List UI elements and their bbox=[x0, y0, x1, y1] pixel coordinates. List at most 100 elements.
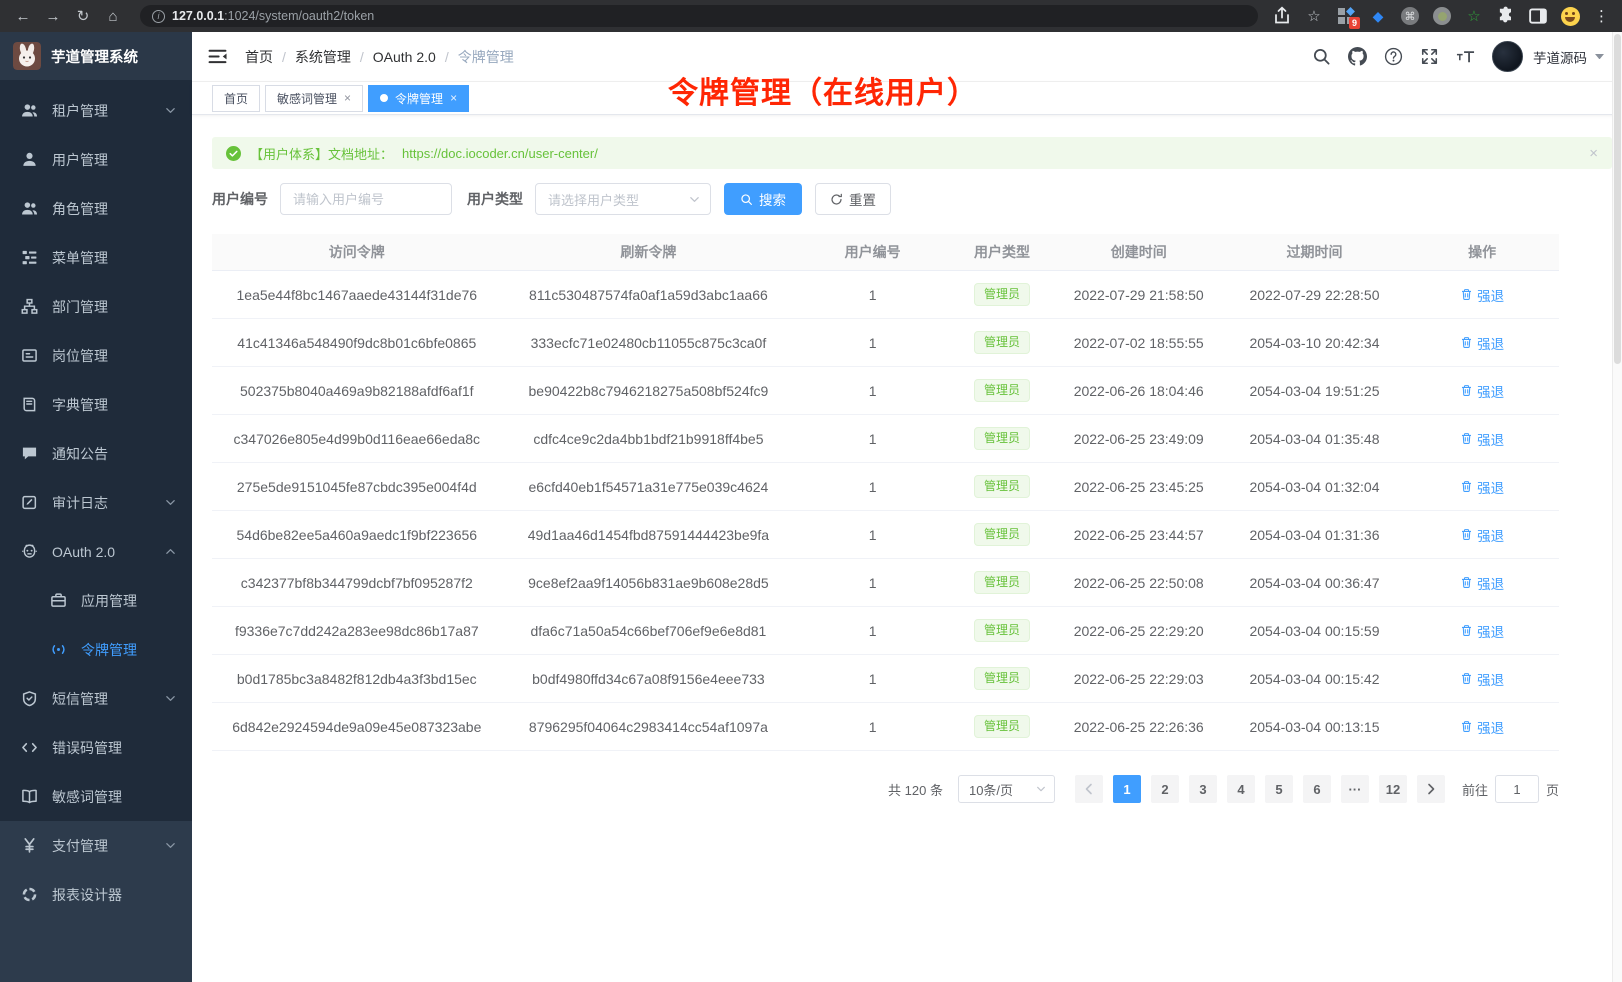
pagination-page-5[interactable]: 5 bbox=[1264, 775, 1293, 803]
next-page-button[interactable] bbox=[1416, 775, 1445, 803]
record-extension-icon[interactable] bbox=[1432, 6, 1452, 26]
sidebar-item-user[interactable]: 用户管理 bbox=[0, 135, 192, 184]
puzzle-extensions-icon[interactable] bbox=[1496, 6, 1516, 26]
search-icon[interactable] bbox=[1312, 47, 1331, 66]
scrollbar[interactable] bbox=[1612, 32, 1622, 982]
side-panel-icon[interactable] bbox=[1528, 6, 1548, 26]
breadcrumb-item[interactable]: 首页 bbox=[245, 48, 273, 65]
access-token-cell: c347026e805e4d99b0d116eae66eda8c bbox=[233, 430, 481, 447]
url-bar[interactable]: i 127.0.0.1:1024/system/oauth2/token bbox=[140, 5, 1258, 27]
scrollbar-thumb[interactable] bbox=[1614, 34, 1621, 364]
tab-token[interactable]: 令牌管理 × bbox=[368, 84, 470, 112]
access-token-cell: 41c41346a548490f9dc8b01c6bfe0865 bbox=[237, 334, 477, 351]
tab-home[interactable]: 首页 bbox=[212, 84, 261, 112]
force-logout-button[interactable]: 强退 bbox=[1460, 477, 1504, 497]
fullscreen-icon[interactable] bbox=[1420, 47, 1439, 66]
forward-icon[interactable]: → bbox=[45, 7, 61, 25]
pagination-page-3[interactable]: 3 bbox=[1188, 775, 1217, 803]
force-logout-button[interactable]: 强退 bbox=[1460, 669, 1504, 689]
force-logout-button[interactable]: 强退 bbox=[1460, 573, 1504, 593]
user-id-cell: 1 bbox=[868, 430, 877, 447]
navbar-actions: 芋道源码 bbox=[1312, 41, 1604, 72]
doc-link[interactable]: https://doc.iocoder.cn/user-center/ bbox=[402, 145, 598, 161]
sidebar-item-app[interactable]: 应用管理 bbox=[0, 576, 192, 625]
sidebar-item-dept[interactable]: 部门管理 bbox=[0, 282, 192, 331]
alert-close-icon[interactable]: × bbox=[1589, 144, 1598, 162]
page-jump: 前往 页 bbox=[1462, 775, 1559, 803]
sidebar-item-audit[interactable]: 审计日志 bbox=[0, 478, 192, 527]
sidebar-item-pay[interactable]: 支付管理 bbox=[0, 821, 192, 870]
logo-bar[interactable]: 芋道管理系统 bbox=[0, 32, 192, 80]
sidebar-collapse-icon[interactable] bbox=[207, 46, 228, 67]
user-type-cell: 管理员 bbox=[950, 522, 1054, 547]
pagination-page-1[interactable]: 1 bbox=[1112, 775, 1141, 803]
profile-avatar-icon[interactable] bbox=[1560, 6, 1580, 26]
gem-extension-icon[interactable]: ◆ bbox=[1372, 7, 1384, 24]
search-button[interactable]: 搜索 bbox=[724, 183, 802, 215]
sidebar-item-post[interactable]: 岗位管理 bbox=[0, 331, 192, 380]
user-id-input[interactable] bbox=[280, 183, 452, 215]
extension-grid-icon[interactable]: 9 bbox=[1336, 6, 1360, 29]
expire-time-cell: 2054-03-10 20:42:34 bbox=[1249, 334, 1380, 351]
force-logout-button[interactable]: 强退 bbox=[1460, 381, 1504, 401]
sidebar-item-menu[interactable]: 菜单管理 bbox=[0, 233, 192, 282]
sidebar-item-report[interactable]: 报表设计器 bbox=[0, 870, 192, 919]
bookmark-star-icon[interactable]: ☆ bbox=[1307, 8, 1321, 25]
tab-close-icon[interactable]: × bbox=[344, 91, 352, 105]
pagination-page-12[interactable]: 12 bbox=[1378, 775, 1407, 803]
user-id-cell: 1 bbox=[868, 574, 877, 591]
jump-page-input[interactable] bbox=[1494, 775, 1539, 803]
force-logout-label: 强退 bbox=[1477, 288, 1505, 304]
reload-icon[interactable]: ↻ bbox=[76, 8, 90, 25]
sidebar-item-tenant[interactable]: 租户管理 bbox=[0, 86, 192, 135]
share-icon[interactable] bbox=[1272, 6, 1292, 26]
people-icon bbox=[21, 200, 38, 217]
force-logout-button[interactable]: 强退 bbox=[1460, 429, 1504, 449]
caret-down-icon[interactable] bbox=[1595, 53, 1604, 60]
sidebar-item-sensitive[interactable]: 敏感词管理 bbox=[0, 772, 192, 821]
user-type-select[interactable]: 请选择用户类型 bbox=[535, 183, 711, 215]
reset-button[interactable]: 重置 bbox=[815, 183, 891, 215]
pagination-page-4[interactable]: 4 bbox=[1226, 775, 1255, 803]
sidebar-item-errcode[interactable]: 错误码管理 bbox=[0, 723, 192, 772]
sidebar-item-oauth[interactable]: OAuth 2.0 bbox=[0, 527, 192, 576]
star-extension-icon[interactable]: ☆ bbox=[1467, 8, 1481, 25]
tab-sensitive[interactable]: 敏感词管理 × bbox=[265, 84, 364, 112]
force-logout-button[interactable]: 强退 bbox=[1460, 525, 1504, 545]
sidebar-item-dict[interactable]: 字典管理 bbox=[0, 380, 192, 429]
tab-close-icon[interactable]: × bbox=[450, 91, 458, 105]
sidebar-item-notice[interactable]: 通知公告 bbox=[0, 429, 192, 478]
created-time-cell: 2022-06-25 23:44:57 bbox=[1073, 526, 1204, 543]
help-icon[interactable] bbox=[1384, 47, 1403, 66]
action-cell: 强退 bbox=[1405, 477, 1559, 497]
force-logout-button[interactable]: 强退 bbox=[1460, 621, 1504, 641]
force-logout-button[interactable]: 强退 bbox=[1460, 717, 1504, 737]
site-info-icon[interactable]: i bbox=[152, 9, 165, 23]
back-icon[interactable]: ← bbox=[15, 7, 31, 25]
command-extension-icon[interactable]: ⌘ bbox=[1400, 6, 1420, 26]
page-size-select[interactable]: 10条/页 bbox=[957, 775, 1055, 803]
sidebar-item-token[interactable]: 令牌管理 bbox=[0, 625, 192, 674]
pagination-page-2[interactable]: 2 bbox=[1150, 775, 1179, 803]
user-icon bbox=[21, 151, 38, 168]
breadcrumb-item[interactable]: OAuth 2.0 bbox=[372, 48, 436, 65]
edit-icon bbox=[21, 494, 38, 511]
prev-page-button[interactable] bbox=[1074, 775, 1103, 803]
user-name[interactable]: 芋道源码 bbox=[1533, 50, 1587, 66]
home-icon[interactable]: ⌂ bbox=[108, 7, 118, 25]
force-logout-button[interactable]: 强退 bbox=[1460, 333, 1504, 353]
trash-icon bbox=[1460, 672, 1473, 685]
avatar[interactable] bbox=[1492, 41, 1523, 72]
user-id-cell: 1 bbox=[868, 478, 877, 495]
browser-menu-icon[interactable]: ⋮ bbox=[1594, 8, 1610, 25]
font-size-icon[interactable] bbox=[1456, 47, 1475, 66]
sidebar-item-sms[interactable]: 短信管理 bbox=[0, 674, 192, 723]
force-logout-button[interactable]: 强退 bbox=[1460, 285, 1504, 305]
pagination-more-button[interactable]: ··· bbox=[1340, 775, 1369, 803]
sidebar-item-role[interactable]: 角色管理 bbox=[0, 184, 192, 233]
created-time-cell: 2022-06-25 23:49:09 bbox=[1073, 430, 1204, 447]
github-icon[interactable] bbox=[1348, 47, 1367, 66]
breadcrumb-item[interactable]: 系统管理 bbox=[294, 48, 351, 65]
pagination-page-6[interactable]: 6 bbox=[1302, 775, 1331, 803]
